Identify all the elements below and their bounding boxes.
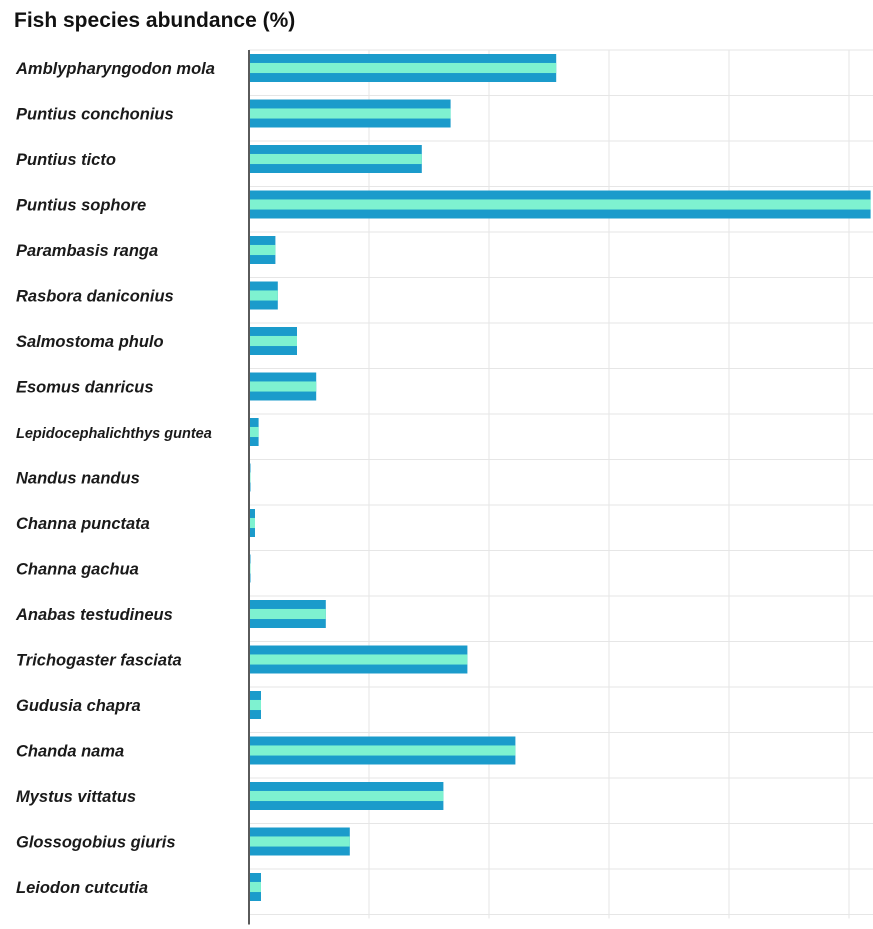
- bar: [249, 372, 317, 401]
- bar-inner: [249, 836, 350, 847]
- bar-inner: [249, 517, 255, 529]
- bar: [249, 691, 261, 719]
- bar-inner: [249, 199, 871, 210]
- bar: [249, 736, 516, 765]
- category-label: Channa punctata: [16, 515, 150, 533]
- category-label: Nandus nandus: [16, 470, 140, 488]
- bar-inner: [249, 745, 516, 756]
- bar-inner: [249, 608, 326, 620]
- category-label: Leiodon cutcutia: [16, 879, 148, 897]
- category-label: Glossogobius giuris: [16, 834, 176, 852]
- bar-inner: [249, 153, 422, 165]
- bar: [249, 99, 451, 128]
- bar-inner: [249, 108, 451, 119]
- bar: [249, 600, 326, 628]
- bar-inner: [249, 654, 468, 665]
- category-label: Chanda nama: [16, 743, 124, 761]
- bar: [249, 281, 278, 310]
- bar: [249, 236, 276, 264]
- bar-inner: [249, 381, 317, 392]
- bars: [249, 54, 871, 901]
- bar-inner: [249, 335, 297, 347]
- bar-inner: [249, 62, 557, 74]
- category-label: Amblypharyngodon mola: [15, 60, 215, 78]
- bar: [249, 873, 261, 901]
- bar: [249, 645, 468, 674]
- bar-inner: [249, 790, 444, 802]
- bar: [249, 145, 422, 173]
- bar: [249, 54, 557, 82]
- bar: [249, 782, 444, 810]
- bar: [249, 190, 871, 219]
- bar-inner: [249, 426, 259, 438]
- category-label: Trichogaster fasciata: [16, 652, 182, 670]
- category-label: Gudusia chapra: [16, 697, 141, 715]
- category-label: Anabas testudineus: [15, 606, 173, 624]
- category-label: Mystus vittatus: [16, 788, 136, 806]
- category-label: Puntius sophore: [16, 197, 146, 215]
- category-label: Lepidocephalichthys guntea: [16, 426, 212, 442]
- category-label: Salmostoma phulo: [16, 333, 164, 351]
- bar: [249, 327, 297, 355]
- bar-inner: [249, 699, 261, 711]
- bar: [249, 509, 255, 537]
- category-label: Esomus danricus: [16, 379, 154, 397]
- category-label: Channa gachua: [16, 561, 139, 579]
- category-label: Rasbora daniconius: [16, 288, 174, 306]
- category-labels: Amblypharyngodon mola Puntius conchonius P…: [15, 60, 215, 897]
- bar-inner: [249, 290, 278, 301]
- chart-title: Fish species abundance (%): [14, 9, 296, 32]
- category-label: Puntius conchonius: [16, 106, 174, 124]
- category-label: Parambasis ranga: [16, 242, 158, 260]
- bar: [249, 827, 350, 856]
- bar: [249, 418, 259, 446]
- bar-inner: [249, 244, 276, 256]
- category-label: Puntius ticto: [16, 151, 116, 169]
- bar-inner: [249, 881, 261, 893]
